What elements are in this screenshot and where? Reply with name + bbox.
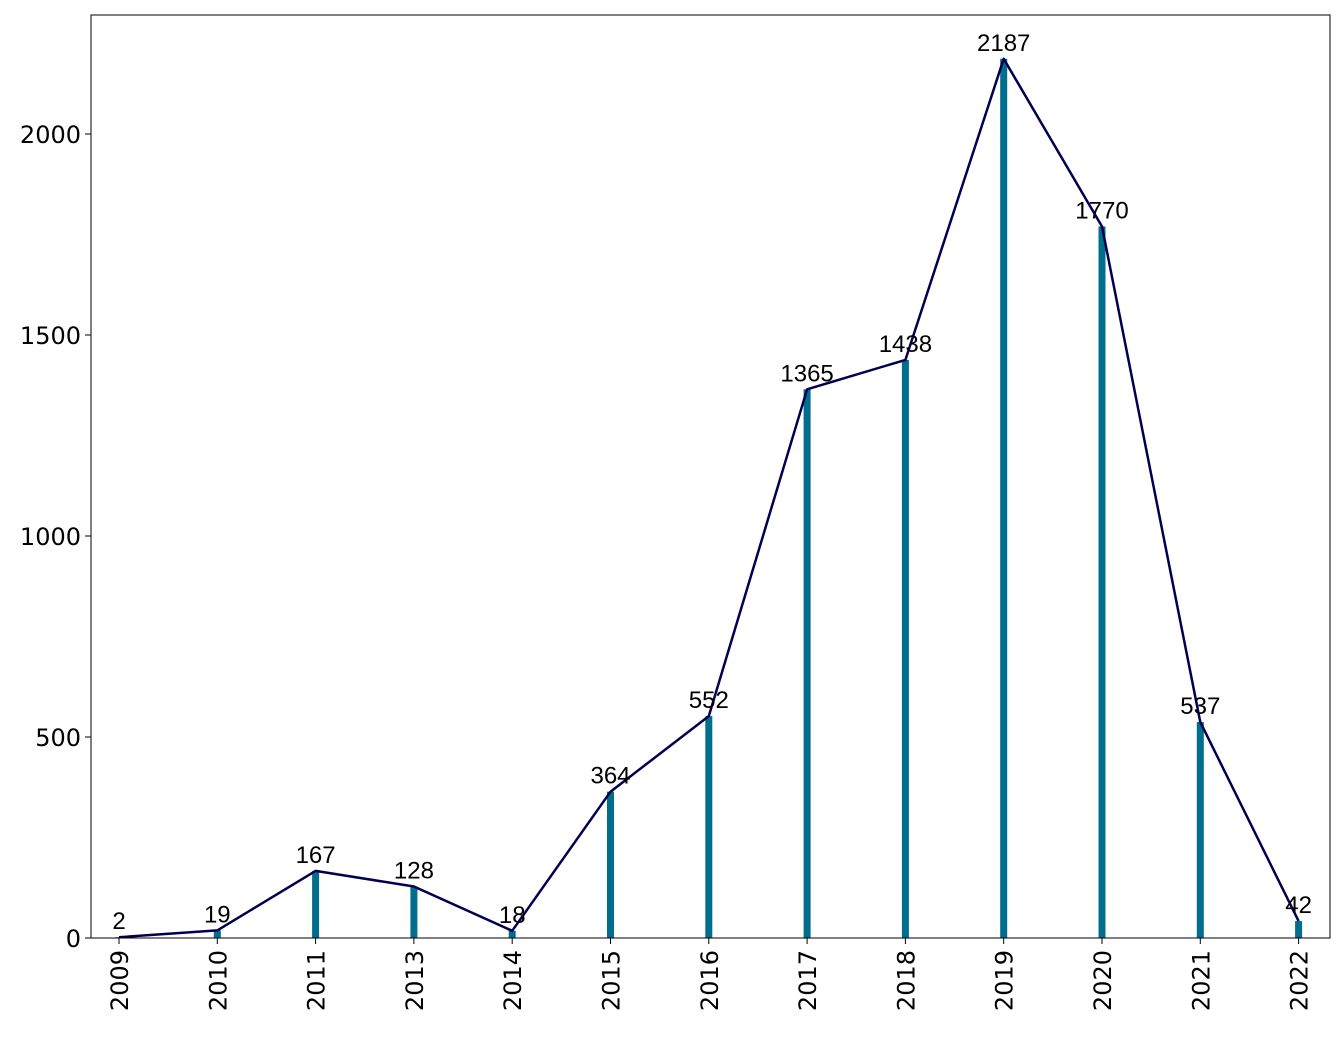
x-tick-label-2011: 2011 bbox=[303, 950, 331, 1011]
bar-2016 bbox=[705, 716, 713, 938]
data-label-2011: 167 bbox=[296, 842, 336, 869]
bar-2020 bbox=[1098, 226, 1106, 938]
bar-2010 bbox=[213, 930, 221, 938]
bar-2022 bbox=[1295, 921, 1303, 938]
data-label-2020: 1770 bbox=[1075, 198, 1128, 225]
x-tick-label-2021: 2021 bbox=[1187, 950, 1215, 1011]
data-labels-layer: 2 19 167 128 18 364 552 1365 1438 2187 1770 537 42 bbox=[112, 30, 1312, 935]
bar-2014 bbox=[508, 930, 516, 938]
y-tick-label-2000: 2000 bbox=[20, 121, 81, 149]
bars-layer bbox=[115, 58, 1303, 939]
bar-2019 bbox=[1000, 58, 1008, 939]
data-label-2017: 1365 bbox=[780, 360, 833, 387]
trend-line bbox=[118, 57, 1300, 939]
data-label-2009: 2 bbox=[112, 908, 125, 935]
data-label-2022: 42 bbox=[1285, 892, 1312, 919]
x-tick-label-2020: 2020 bbox=[1089, 950, 1117, 1011]
x-tick-label-2014: 2014 bbox=[499, 950, 527, 1011]
data-label-2015: 364 bbox=[590, 763, 630, 790]
x-tick-label-2016: 2016 bbox=[696, 950, 724, 1011]
data-label-2021: 537 bbox=[1180, 693, 1220, 720]
bar-2017 bbox=[803, 389, 811, 938]
data-label-2019: 2187 bbox=[977, 30, 1030, 57]
y-tick-label-1500: 1500 bbox=[20, 322, 81, 350]
x-tick-label-2017: 2017 bbox=[794, 950, 822, 1011]
y-tick-label-1000: 1000 bbox=[20, 523, 81, 551]
x-tick-label-2015: 2015 bbox=[598, 950, 626, 1011]
x-tick-label-2013: 2013 bbox=[401, 950, 429, 1011]
bar-2011 bbox=[312, 870, 320, 938]
y-axis: 0 500 1000 1500 2000 bbox=[20, 121, 91, 953]
x-tick-label-2018: 2018 bbox=[892, 950, 920, 1011]
x-axis: 2009 2010 2011 2013 2014 2015 2016 2017 2018 2019… bbox=[106, 938, 1314, 1011]
data-label-2010: 19 bbox=[204, 901, 231, 928]
bar-2021 bbox=[1196, 722, 1204, 938]
bar-2015 bbox=[607, 791, 614, 938]
data-label-2013: 128 bbox=[394, 858, 434, 885]
y-tick-label-0: 0 bbox=[66, 925, 81, 953]
data-label-2018: 1438 bbox=[879, 331, 932, 358]
x-tick-label-2009: 2009 bbox=[106, 950, 134, 1011]
x-tick-label-2019: 2019 bbox=[991, 950, 1019, 1011]
bar-2013 bbox=[410, 886, 418, 938]
plot-frame bbox=[90, 14, 1331, 939]
x-tick-label-2022: 2022 bbox=[1286, 950, 1314, 1011]
data-label-2016: 552 bbox=[689, 687, 729, 714]
x-tick-label-2010: 2010 bbox=[204, 950, 232, 1011]
bar-2018 bbox=[901, 359, 909, 938]
y-tick-label-500: 500 bbox=[35, 724, 81, 752]
data-label-2014: 18 bbox=[499, 902, 526, 929]
